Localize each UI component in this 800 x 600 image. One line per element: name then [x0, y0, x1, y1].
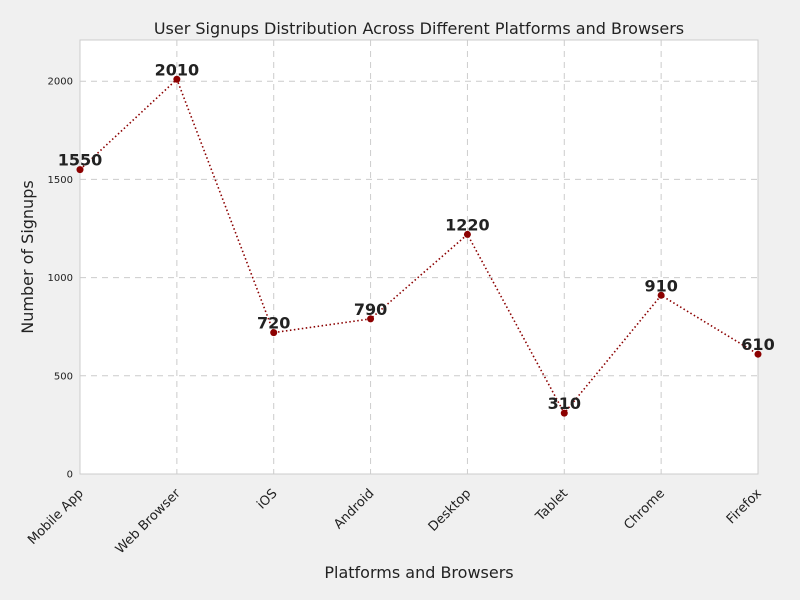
series-signups [76, 75, 762, 417]
y-tick-label: 1000 [48, 273, 73, 284]
y-tick-label: 500 [54, 371, 73, 382]
y-tick-label: 0 [67, 470, 73, 481]
y-axis-label: Number of Signups [18, 180, 37, 333]
data-point [463, 230, 471, 238]
data-point [76, 166, 84, 174]
y-tick-label: 2000 [48, 77, 73, 88]
data-point [754, 350, 762, 358]
data-label: 790 [354, 300, 387, 319]
data-label: 2010 [155, 60, 200, 79]
data-point [657, 291, 665, 299]
data-label: 310 [548, 394, 581, 413]
data-labels: 1550 2010 720 790 1220 310 910 610 [58, 60, 775, 413]
data-label: 1550 [58, 151, 103, 170]
data-label: 910 [644, 276, 677, 295]
series-line [79, 77, 759, 415]
data-point [367, 315, 375, 323]
grid [80, 40, 758, 474]
data-point [173, 75, 181, 83]
plot-area [79, 39, 759, 475]
x-axis-label: Platforms and Browsers [324, 563, 513, 582]
data-point [270, 329, 278, 337]
data-label: 610 [741, 335, 774, 354]
chart-title: User Signups Distribution Across Differe… [154, 19, 684, 38]
data-point [560, 409, 568, 417]
data-label: 1220 [445, 215, 490, 234]
y-tick-label: 1500 [48, 175, 73, 186]
data-label: 720 [257, 314, 290, 333]
